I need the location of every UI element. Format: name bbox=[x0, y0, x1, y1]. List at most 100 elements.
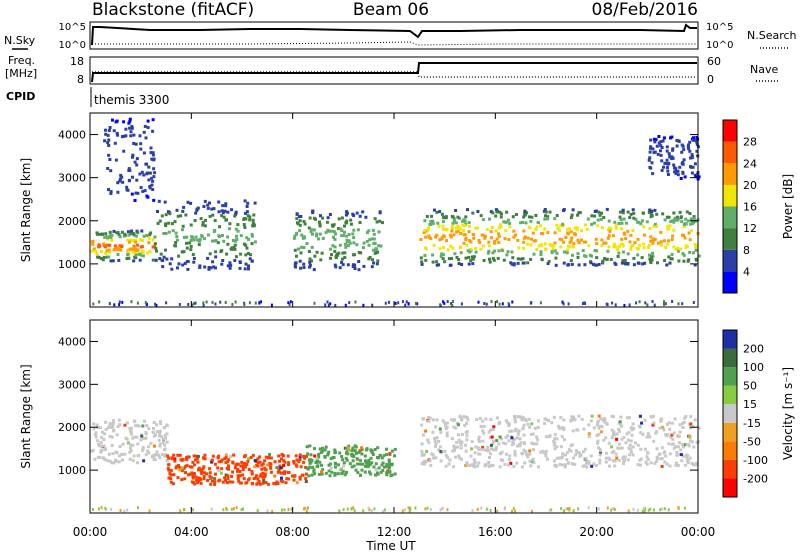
velocity-cell bbox=[686, 461, 690, 465]
velocity-cell bbox=[489, 452, 492, 456]
velocity-cell bbox=[323, 455, 327, 458]
power-cell bbox=[148, 171, 152, 175]
power-cell bbox=[540, 258, 544, 262]
power-cell bbox=[202, 301, 205, 305]
velocity-cell bbox=[678, 430, 682, 434]
power-colorbar-tick: 12 bbox=[743, 222, 757, 235]
velocity-cell bbox=[661, 425, 665, 429]
power-cell bbox=[517, 246, 521, 250]
power-cell bbox=[165, 257, 169, 261]
power-cell bbox=[429, 237, 433, 240]
power-cell bbox=[245, 205, 249, 208]
velocity-cell bbox=[433, 439, 437, 443]
velocity-cell bbox=[192, 454, 196, 458]
power-cell bbox=[211, 260, 215, 264]
power-cell bbox=[553, 241, 557, 245]
power-cell bbox=[346, 263, 350, 267]
velocity-cell bbox=[460, 457, 464, 461]
power-cell bbox=[682, 148, 686, 152]
velocity-cell bbox=[196, 460, 200, 464]
power-cell bbox=[367, 243, 371, 247]
power-cell bbox=[678, 165, 682, 169]
velocity-cell bbox=[435, 436, 439, 440]
power-cell bbox=[131, 238, 134, 242]
power-cell bbox=[149, 151, 153, 155]
power-cell bbox=[151, 129, 155, 133]
power-cell bbox=[151, 179, 155, 183]
power-cell bbox=[193, 219, 197, 222]
velocity-cell bbox=[306, 467, 310, 471]
power-cell bbox=[653, 208, 657, 212]
velocity-cell bbox=[492, 427, 495, 431]
velocity-cell bbox=[473, 460, 477, 464]
velocity-cell bbox=[599, 430, 603, 434]
power-cell bbox=[332, 235, 335, 239]
power-cell bbox=[153, 244, 156, 248]
power-cell bbox=[236, 229, 240, 233]
velocity-cell bbox=[677, 441, 681, 445]
power-cell bbox=[686, 145, 690, 149]
velocity-cell bbox=[587, 432, 591, 436]
velocity-cell bbox=[443, 450, 447, 453]
power-cell bbox=[376, 250, 379, 254]
velocity-cell bbox=[282, 464, 286, 467]
power-cell bbox=[687, 143, 690, 147]
velocity-cell bbox=[324, 445, 328, 449]
velocity-cell bbox=[135, 435, 139, 439]
power-cell bbox=[695, 140, 699, 144]
velocity-cell bbox=[529, 432, 533, 436]
power-cell bbox=[151, 238, 155, 242]
velocity-cell bbox=[258, 474, 262, 478]
power-cell bbox=[626, 229, 630, 233]
velocity-cell bbox=[380, 456, 384, 460]
power-cell bbox=[153, 242, 157, 246]
power-cell bbox=[201, 220, 205, 224]
velocity-cell bbox=[613, 508, 616, 511]
power-cell bbox=[498, 210, 502, 214]
power-cell bbox=[561, 222, 565, 226]
power-cell bbox=[105, 249, 109, 253]
velocity-cell bbox=[158, 442, 162, 446]
velocity-cell bbox=[155, 430, 159, 433]
time-tick-label: 00:00 bbox=[73, 525, 108, 539]
power-colorbar-tick: 28 bbox=[743, 136, 757, 149]
velocity-cell bbox=[208, 467, 212, 471]
power-cell bbox=[250, 259, 254, 263]
power-cell bbox=[651, 300, 654, 303]
power-cell bbox=[341, 263, 345, 267]
power-cell bbox=[441, 220, 445, 224]
power-cell bbox=[401, 300, 404, 304]
power-cell bbox=[139, 238, 143, 242]
power-cell bbox=[100, 250, 103, 253]
power-cell bbox=[622, 217, 626, 221]
velocity-cell bbox=[308, 444, 312, 448]
power-cell bbox=[144, 301, 147, 305]
velocity-cell bbox=[165, 440, 169, 444]
velocity-cell bbox=[566, 507, 569, 511]
power-cell bbox=[446, 300, 449, 303]
power-cell bbox=[485, 228, 489, 231]
power-cell bbox=[666, 225, 670, 228]
velocity-cell bbox=[191, 476, 195, 480]
power-cell bbox=[174, 244, 177, 248]
power-cell bbox=[181, 263, 185, 267]
power-cell bbox=[210, 207, 214, 211]
velocity-cell bbox=[660, 465, 664, 468]
power-cell bbox=[497, 249, 501, 253]
velocity-cell bbox=[225, 481, 229, 485]
power-cell bbox=[357, 251, 361, 254]
velocity-cell bbox=[459, 446, 463, 450]
velocity-cell bbox=[136, 442, 140, 446]
power-cell bbox=[347, 239, 351, 243]
velocity-cell bbox=[191, 474, 195, 478]
time-tick-label: 12:00 bbox=[377, 525, 412, 539]
velocity-cell bbox=[465, 438, 469, 442]
power-cell bbox=[375, 220, 379, 224]
power-cell bbox=[656, 152, 660, 156]
velocity-cell bbox=[340, 471, 344, 475]
power-cell bbox=[611, 301, 614, 305]
power-cell bbox=[206, 256, 210, 260]
power-cell bbox=[441, 253, 445, 257]
power-cell bbox=[196, 238, 200, 242]
power-cell bbox=[665, 263, 669, 267]
